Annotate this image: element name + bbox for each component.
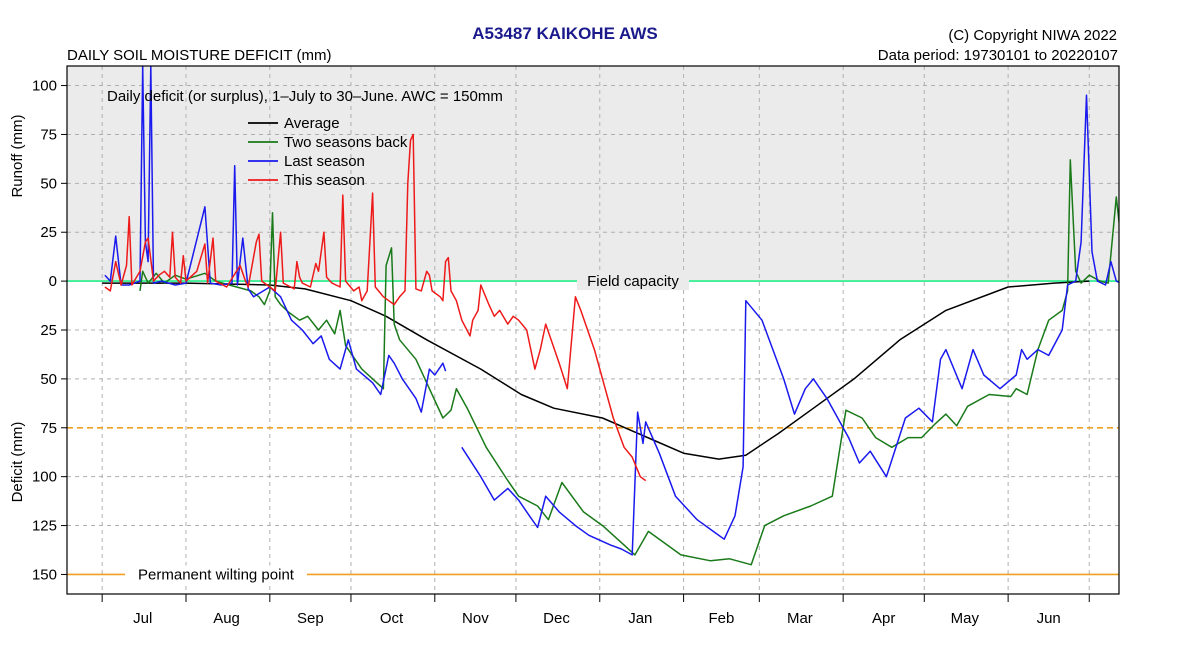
y-tick-label: 0 [49, 273, 57, 290]
chart-note: Daily deficit (or surplus), 1–July to 30… [107, 88, 503, 105]
copyright-text: (C) Copyright NIWA 2022 [948, 27, 1117, 44]
y-tick-label: 75 [40, 126, 57, 143]
legend: Average Two seasons back Last season This s… [248, 115, 408, 189]
x-tick-label: Dec [543, 610, 570, 627]
y-tick-label: 100 [32, 78, 57, 95]
x-tick-label: Apr [872, 610, 895, 627]
y-tick-label: 50 [40, 371, 57, 388]
x-axis: Jul Aug Sep Oct Nov Dec Jan Feb Mar Apr May Jun [101, 594, 1090, 627]
y-tick-label: 150 [32, 566, 57, 583]
y-tick-label: 100 [32, 469, 57, 486]
reference-label: Field capacity [587, 273, 679, 290]
series-lines [102, 66, 1119, 566]
x-tick-label: May [951, 610, 980, 627]
x-tick-label: Aug [213, 610, 240, 627]
x-tick-label: Jun [1037, 610, 1061, 627]
data-period-text: Data period: 19730101 to 20220107 [878, 47, 1118, 64]
legend-label: Last season [284, 153, 365, 170]
y-axis: 100 75 50 25 0 25 50 75 100 125 150 [32, 78, 67, 583]
series-line [104, 133, 647, 482]
y-tick-label: 25 [40, 322, 57, 339]
x-tick-label: Feb [709, 610, 735, 627]
y-tick-label: 25 [40, 224, 57, 241]
x-tick-label: Nov [462, 610, 489, 627]
reference-label-bg [577, 272, 689, 291]
chart-title: A53487 KAIKOHE AWS [472, 24, 657, 43]
series-line [461, 94, 1119, 556]
y-tick-label: 50 [40, 175, 57, 192]
y-tick-label: 75 [40, 420, 57, 437]
y-axis-label-runoff: Runoff (mm) [9, 114, 26, 197]
x-tick-label: Jan [628, 610, 652, 627]
x-tick-label: Jul [133, 610, 152, 627]
x-tick-label: Oct [380, 610, 404, 627]
legend-label: Average [284, 115, 340, 132]
x-tick-label: Sep [297, 610, 324, 627]
series-line [104, 66, 447, 413]
reference-label: Permanent wilting point [138, 566, 295, 583]
chart-subtitle: DAILY SOIL MOISTURE DEFICIT (mm) [67, 47, 331, 64]
reference-label-bg [125, 565, 307, 584]
y-axis-label-deficit: Deficit (mm) [9, 422, 26, 503]
y-tick-label: 125 [32, 518, 57, 535]
series-line [102, 280, 1090, 460]
legend-label: This season [284, 172, 365, 189]
reference-lines: Field capacity Permanent wilting point [67, 272, 1119, 584]
legend-label: Two seasons back [284, 134, 408, 151]
x-tick-label: Mar [787, 610, 813, 627]
